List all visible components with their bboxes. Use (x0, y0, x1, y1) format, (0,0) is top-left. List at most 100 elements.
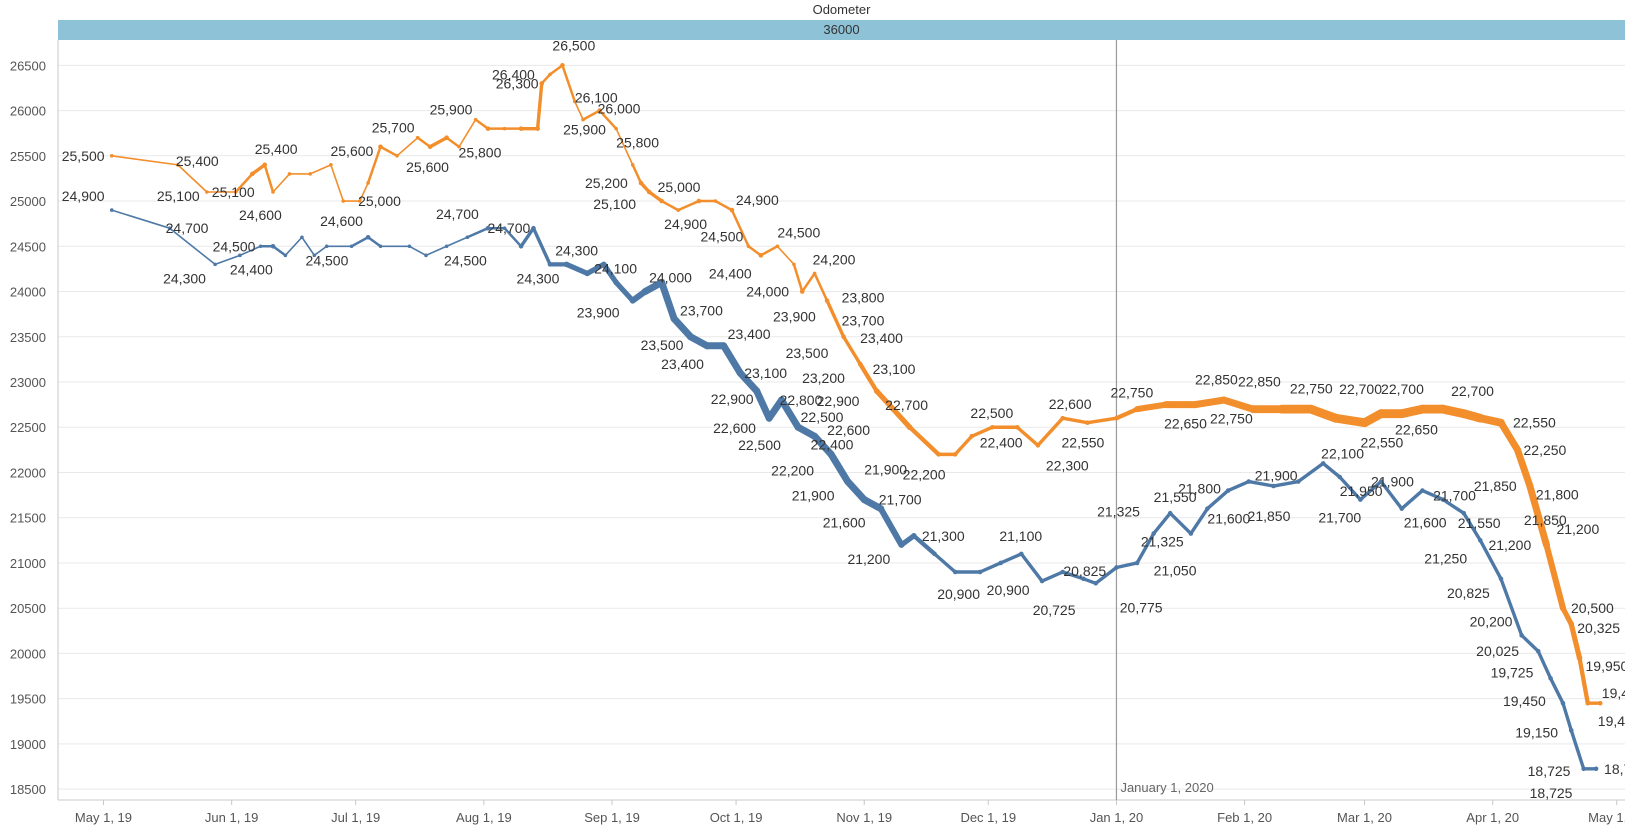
series-0-point (358, 199, 362, 203)
data-label: 21,700 (1318, 510, 1361, 526)
series-1-segment (408, 245, 427, 257)
data-label: 24,500 (306, 252, 349, 268)
x-tick-label: Jun 1, 19 (205, 810, 259, 825)
data-label: 22,600 (827, 422, 870, 438)
series-0-point (1418, 405, 1427, 413)
data-label: 20,900 (987, 582, 1030, 598)
data-label: 24,500 (444, 252, 487, 268)
data-label: 25,400 (176, 153, 219, 169)
series-0-point (535, 126, 540, 131)
data-label: 21,600 (1207, 511, 1250, 527)
data-label: 20,325 (1577, 620, 1620, 636)
x-tick-label: Apr 1, 20 (1466, 810, 1519, 825)
series-1-segment (1462, 511, 1482, 543)
data-label: 25,100 (212, 184, 255, 200)
series-1-point (485, 225, 491, 231)
data-label: 23,700 (842, 313, 885, 329)
series-1-segment (720, 342, 744, 377)
series-0-point (548, 72, 552, 77)
series-1-segment (503, 226, 523, 248)
series-0-segment (776, 245, 795, 266)
data-label: 22,700 (1339, 381, 1382, 397)
series-0-point (638, 180, 644, 186)
series-1-point (600, 261, 607, 268)
series-1-segment (110, 209, 171, 229)
series-0-segment (234, 172, 254, 194)
series-1-point (378, 244, 383, 249)
y-tick-label: 20000 (10, 646, 46, 661)
series-1-point (563, 261, 570, 268)
series-1-point (584, 270, 591, 277)
series-0-point (329, 163, 333, 167)
series-0-segment (800, 272, 816, 293)
series-1-segment (1536, 649, 1553, 681)
series-0-point (1360, 418, 1369, 427)
series-0-segment (1497, 419, 1522, 454)
series-0-point (444, 135, 449, 141)
series-0-segment (1134, 401, 1170, 413)
series-1-segment (1296, 461, 1325, 484)
series-0-point (1220, 396, 1228, 404)
data-label: 22,400 (811, 436, 854, 452)
data-label: 21,325 (1141, 534, 1184, 550)
series-0-point (1543, 541, 1550, 549)
data-label: 25,100 (157, 188, 200, 204)
series-0-point (1278, 405, 1286, 413)
data-label: 22,750 (1290, 381, 1333, 397)
series-1-segment (613, 279, 636, 304)
series-1-segment (1168, 511, 1193, 536)
data-label: 21,600 (823, 515, 866, 531)
data-label: 21,700 (879, 492, 922, 508)
series-1-point (1519, 633, 1524, 638)
series-1-segment (1561, 701, 1573, 733)
series-1-segment (214, 254, 241, 266)
series-0-segment (857, 361, 879, 394)
data-label: 24,700 (166, 220, 209, 236)
series-0-segment (1036, 416, 1065, 448)
data-label: 21,300 (922, 528, 965, 544)
series-1-point (1246, 479, 1252, 484)
series-0-point (1331, 414, 1340, 422)
x-tick-label: Mar 1, 20 (1337, 810, 1392, 825)
data-label: 22,750 (1210, 411, 1253, 427)
series-0-segment (574, 100, 584, 121)
series-1-point (283, 253, 288, 258)
data-label: 25,900 (430, 102, 473, 118)
data-label: 25,200 (585, 175, 628, 191)
series-0-point (1377, 409, 1385, 418)
series-1-point (518, 243, 524, 249)
series-1-point (1560, 700, 1566, 706)
series-0-point (906, 424, 913, 431)
series-0-segment (1543, 541, 1567, 612)
y-tick-label: 26500 (10, 58, 46, 73)
series-0-segment (445, 136, 461, 149)
series-0-segment (416, 136, 432, 149)
series-0-point (1134, 406, 1140, 412)
data-label: 22,600 (713, 420, 756, 436)
series-0-point (792, 262, 796, 267)
series-0-point (415, 135, 420, 140)
data-label: 23,700 (680, 303, 723, 319)
series-1-segment (519, 226, 536, 248)
field-header-title: Odometer (812, 2, 871, 17)
data-label: 21,800 (1178, 481, 1221, 497)
series-0-point (729, 207, 735, 213)
series-0-segment (953, 434, 974, 457)
series-1-point (109, 208, 114, 212)
series-1-point (1205, 506, 1210, 511)
series-0-segment (535, 81, 544, 131)
data-label: 25,800 (616, 135, 659, 151)
data-label: 25,700 (372, 120, 415, 136)
series-1-point (998, 560, 1003, 566)
series-1-point (167, 226, 172, 230)
data-label: 22,700 (885, 397, 928, 413)
pane-header-band: 36000 (58, 20, 1625, 40)
series-1-segment (998, 552, 1024, 565)
series-0-point (205, 190, 209, 194)
series-1-segment (445, 236, 469, 248)
data-label: 23,500 (786, 345, 829, 361)
data-label: 24,200 (813, 251, 856, 267)
data-label: 23,900 (577, 305, 620, 321)
